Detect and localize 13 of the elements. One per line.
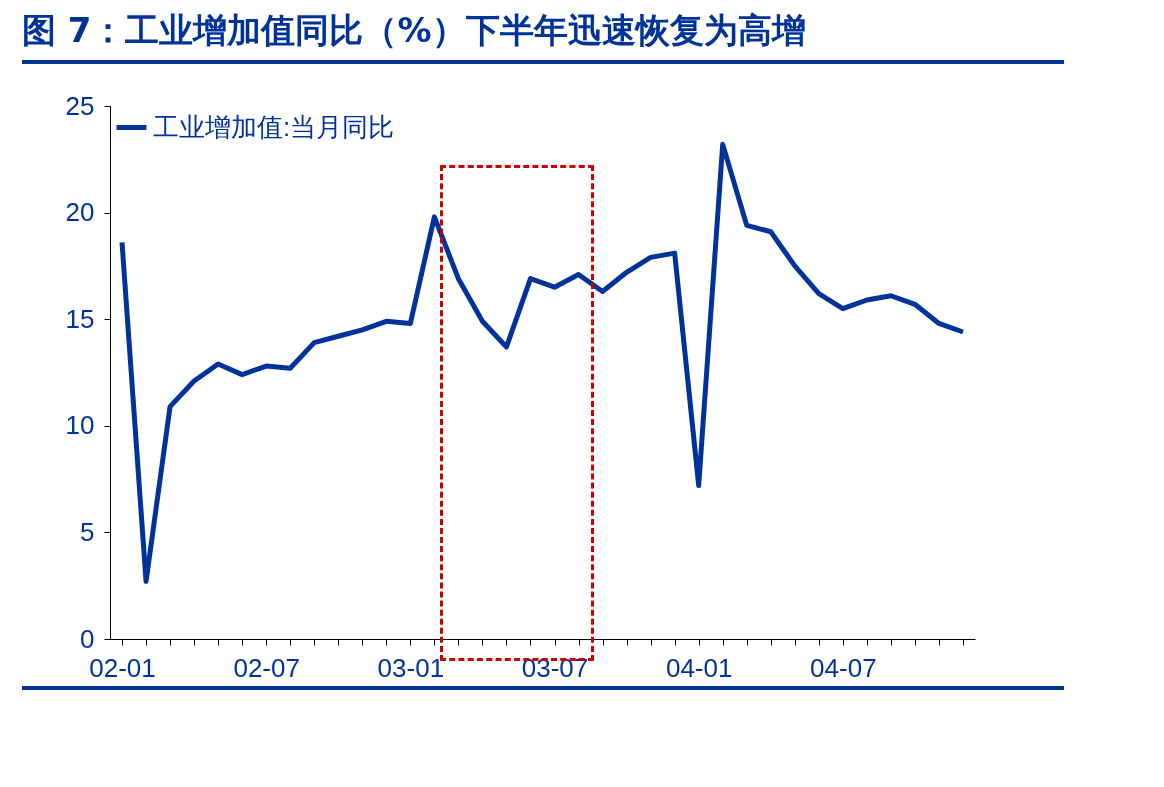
y-tick-label: 10 bbox=[65, 410, 95, 441]
x-tick-label: 03-01 bbox=[377, 652, 445, 683]
x-tick-label: 02-01 bbox=[89, 652, 156, 683]
y-tick-label: 5 bbox=[80, 516, 95, 547]
y-tick-label: 15 bbox=[65, 303, 95, 334]
y-tick-label: 25 bbox=[65, 90, 95, 121]
legend-label: 工业增加值:当月同比 bbox=[153, 111, 395, 142]
y-tick-label: 0 bbox=[80, 623, 95, 654]
y-tick-label: 20 bbox=[65, 197, 95, 228]
x-tick-label: 04-07 bbox=[810, 652, 877, 683]
x-tick-label: 02-07 bbox=[233, 652, 300, 683]
x-tick-label: 04-01 bbox=[665, 652, 733, 683]
chart-title: 图 7：工业增加值同比（%）下半年迅速恢复为高增 bbox=[22, 8, 1064, 64]
